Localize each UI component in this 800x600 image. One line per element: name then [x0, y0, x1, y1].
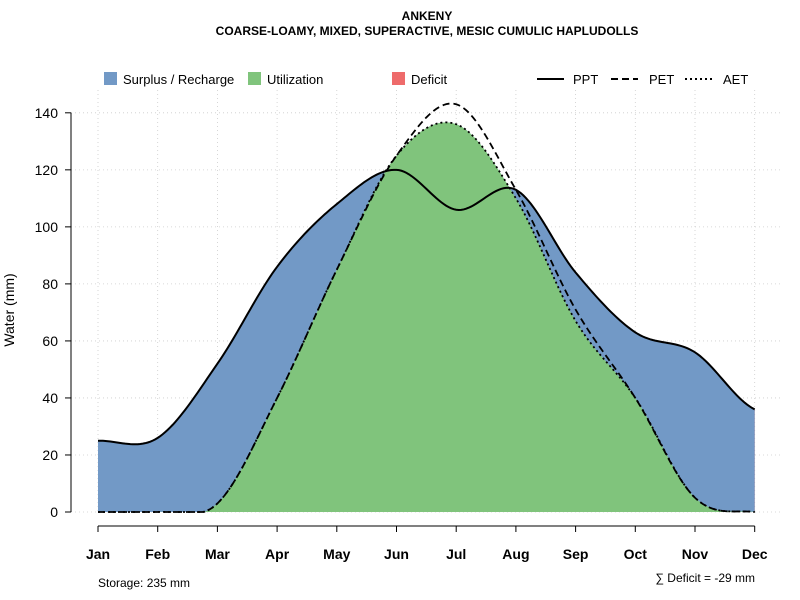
legend-swatch-utilization: [248, 72, 261, 85]
x-tick-label: Aug: [502, 546, 529, 562]
x-tick-label: Feb: [145, 546, 170, 562]
deficit-annotation: ∑ Deficit = -29 mm: [655, 571, 755, 585]
y-tick-label: 0: [50, 504, 58, 520]
legend-label-surplus: Surplus / Recharge: [123, 72, 234, 87]
axes: 0 20 40 60 80 100 120 140 Jan Feb Mar Apr May Jun Jul A…: [35, 105, 768, 562]
y-tick-label: 20: [42, 447, 58, 463]
legend-swatch-deficit: [392, 72, 405, 85]
x-tick-label: Mar: [205, 546, 230, 562]
legend-label-utilization: Utilization: [267, 72, 323, 87]
areas: [98, 103, 755, 512]
x-tick-label: May: [323, 546, 350, 562]
x-tick-label: Nov: [682, 546, 709, 562]
area-utilization: [98, 122, 755, 512]
series-line-ppt: [97, 168, 756, 446]
series-lines: [97, 102, 756, 513]
legend-label-pet: PET: [649, 72, 674, 87]
legend: Surplus / Recharge Utilization Deficit P…: [104, 72, 748, 87]
y-tick-label: 80: [42, 276, 58, 292]
x-tick-label: Jul: [446, 546, 466, 562]
series-line-pet: [98, 102, 755, 513]
x-tick-label: Oct: [624, 546, 648, 562]
x-tick-label: Sep: [563, 546, 589, 562]
legend-label-aet: AET: [723, 72, 748, 87]
legend-label-deficit: Deficit: [411, 72, 448, 87]
y-tick-label: 40: [42, 390, 58, 406]
y-tick-label: 140: [35, 105, 59, 121]
legend-label-ppt: PPT: [573, 72, 598, 87]
chart-title: ANKENY: [402, 9, 453, 23]
x-tick-label: Apr: [265, 546, 290, 562]
legend-swatch-surplus: [104, 72, 117, 85]
x-tick-label: Jun: [384, 546, 409, 562]
storage-annotation: Storage: 235 mm: [98, 576, 190, 590]
x-tick-label: Dec: [742, 546, 768, 562]
y-axis-label: Water (mm): [1, 273, 17, 346]
chart-subtitle: COARSE-LOAMY, MIXED, SUPERACTIVE, MESIC …: [216, 24, 639, 38]
y-tick-label: 100: [35, 219, 59, 235]
y-tick-label: 60: [42, 333, 58, 349]
y-tick-label: 120: [35, 162, 59, 178]
x-tick-label: Jan: [86, 546, 110, 562]
